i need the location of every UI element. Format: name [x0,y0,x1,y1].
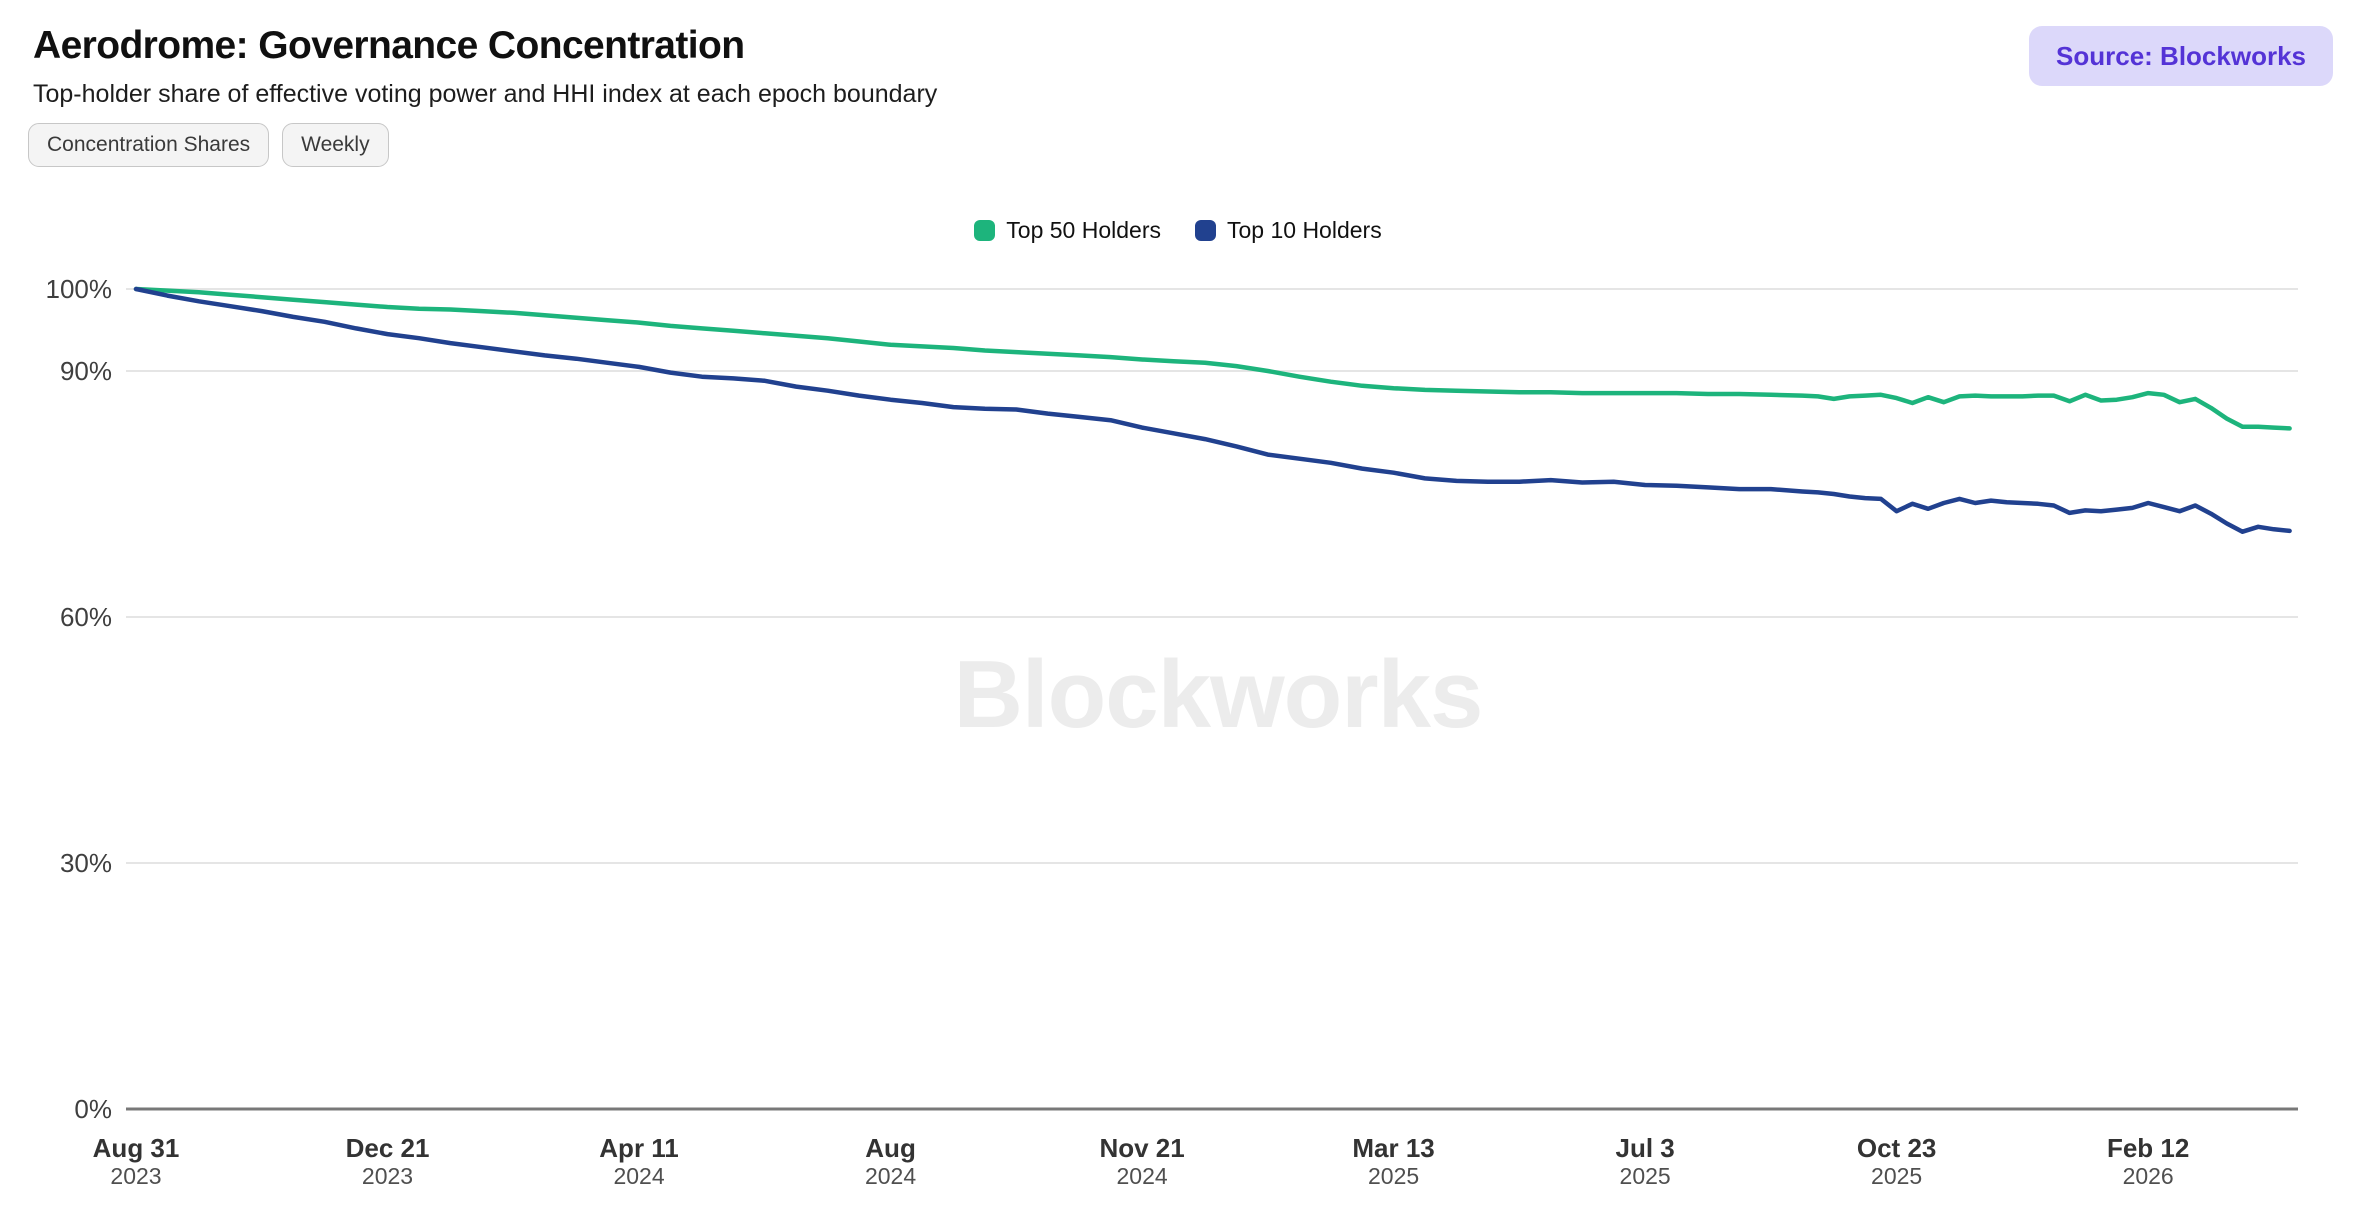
x-axis-month-label: Nov 21 [1099,1133,1184,1163]
x-axis-month-label: Dec 21 [346,1133,430,1163]
x-axis-month-label: Aug 31 [93,1133,180,1163]
x-axis-month-label: Feb 12 [2107,1133,2189,1163]
source-badge[interactable]: Source: Blockworks [2029,26,2333,86]
y-axis-label-30: 30% [60,848,112,878]
legend-label: Top 10 Holders [1227,217,1382,243]
series-line-top-10-holders [133,286,2292,534]
page-title: Aerodrome: Governance Concentration [33,24,745,67]
x-axis-year-label: 2026 [2123,1163,2174,1189]
y-axis-label-60: 60% [60,602,112,632]
x-axis-year-label: 2024 [865,1163,916,1189]
series-line-top-50-holders [133,286,2292,431]
x-axis-month-label: Mar 13 [1352,1133,1434,1163]
x-axis-month-label: Jul 3 [1615,1133,1674,1163]
x-axis-year-label: 2023 [362,1163,413,1189]
legend-swatch-icon [1195,220,1216,241]
y-axis-label-0: 0% [74,1094,112,1124]
x-axis-year-label: 2024 [613,1163,664,1189]
y-axis-label-100: 100% [46,274,113,304]
x-axis-month-label: Apr 11 [599,1133,679,1163]
legend-swatch-icon [974,220,996,241]
chart-controls: Concentration Shares Weekly [28,123,389,167]
page-subtitle: Top-holder share of effective voting pow… [33,80,938,108]
legend-label: Top 50 Holders [1006,217,1161,243]
legend-item-top-50-holders[interactable]: Top 50 Holders [974,217,1161,244]
y-axis-label-90: 90% [60,356,112,386]
chart-legend: Top 50 Holders Top 10 Holders [0,217,2356,244]
x-axis-month-label: Aug [865,1133,916,1163]
x-axis-month-label: Oct 23 [1857,1133,1937,1163]
watermark: Blockworks [953,641,1484,748]
x-axis-year-label: 2024 [1116,1163,1167,1189]
concentration-shares-button[interactable]: Concentration Shares [28,123,270,167]
x-axis-year-label: 2025 [1871,1163,1922,1189]
x-axis-year-label: 2025 [1620,1163,1671,1189]
weekly-button[interactable]: Weekly [282,123,389,167]
x-axis-year-label: 2025 [1368,1163,1419,1189]
x-axis-year-label: 2023 [110,1163,161,1189]
legend-item-top-10-holders[interactable]: Top 10 Holders [1195,217,1382,244]
